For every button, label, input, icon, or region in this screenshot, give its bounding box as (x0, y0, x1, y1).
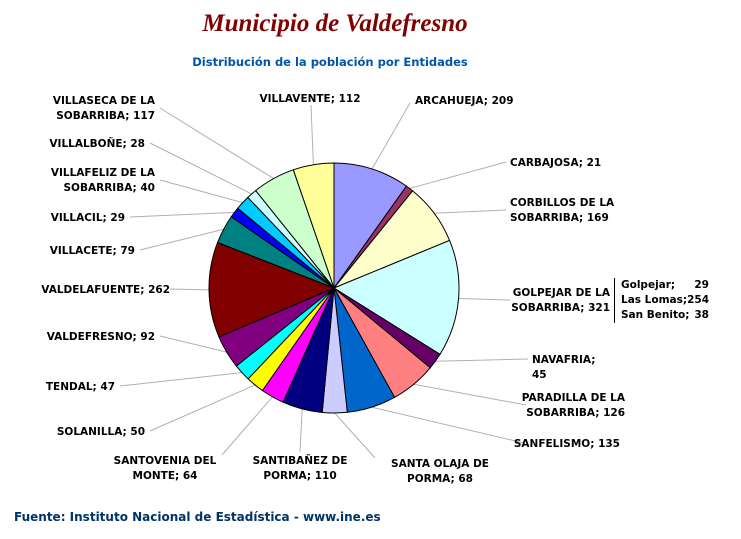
leader-line (458, 298, 511, 301)
data-label: VALDEFRESNO; 92 (46, 331, 155, 343)
data-label: SANTIBAÑEZ DE PORMA; 110 (252, 455, 348, 482)
breakdown-row: Las Lomas; 254 (621, 293, 709, 308)
breakdown-value: 29 (694, 279, 709, 291)
leader-line (159, 335, 227, 353)
breakdown-value: 38 (694, 309, 709, 321)
leader-line (413, 383, 527, 406)
leader-line (409, 161, 507, 189)
leader-line (139, 228, 224, 251)
data-label: VILLASECA DE LA SOBARRIBA; 117 (52, 95, 155, 122)
breakdown-row: Golpejar; 29 (621, 278, 709, 293)
leader-line (169, 288, 210, 291)
breakdown-name: San Benito; (621, 309, 690, 321)
leader-line (334, 412, 376, 459)
leader-line (159, 179, 243, 204)
data-label: CARBAJOSA; 21 (510, 157, 602, 169)
breakdown-name: Golpejar; (621, 279, 676, 291)
data-label: GOLPEJAR DE LA SOBARRIBA; 321 (511, 287, 610, 314)
data-label: VILLACIL; 29 (50, 212, 125, 224)
pie-slice-valdelafuente (208, 241, 336, 338)
data-label: VILLAFELIZ DE LA SOBARRIBA; 40 (50, 167, 155, 194)
data-label: SANTA OLAJA DE PORMA; 68 (391, 458, 489, 485)
golpejar-breakdown: Golpejar; 29 Las Lomas; 254 San Benito; 38 (614, 278, 709, 323)
chart-title: Municipio de Valdefresno (202, 10, 468, 37)
data-label: NAVAFRIA; 45 (532, 354, 596, 381)
data-label: VALDELAFUENTE; 262 (41, 284, 170, 296)
leader-line (119, 372, 243, 387)
pie-slice-arcahueja (333, 162, 408, 290)
data-label: CORBILLOS DE LA SOBARRIBA; 169 (510, 197, 615, 224)
leader-line (159, 107, 274, 179)
breakdown-row: San Benito; 38 (621, 308, 709, 323)
breakdown-name: Las Lomas; (621, 294, 688, 306)
leader-line (149, 142, 252, 195)
leader-line (299, 408, 303, 453)
breakdown-value: 254 (687, 294, 709, 306)
leader-line (149, 384, 256, 432)
leader-line (221, 396, 273, 456)
chart-subtitle: Distribución de la población por Entidad… (192, 55, 468, 69)
leader-line (371, 102, 411, 170)
data-label: SANFELISMO; 135 (513, 438, 620, 450)
data-label: TENDAL; 47 (45, 381, 115, 393)
data-label: PARADILLA DE LA SOBARRIBA; 126 (521, 392, 625, 419)
data-label: ARCAHUEJA; 209 (415, 95, 514, 107)
data-label: VILLAVENTE; 112 (259, 93, 361, 105)
leader-line (310, 104, 314, 165)
data-label: VILLACETE; 79 (49, 245, 135, 257)
source-note: Fuente: Instituto Nacional de Estadístic… (14, 510, 381, 524)
pie-slice-golpejar-de-la-sobarriba (332, 239, 460, 355)
data-label: SOLANILLA; 50 (56, 426, 145, 438)
leader-line (371, 406, 525, 444)
leader-line (435, 358, 529, 362)
leader-line (434, 209, 507, 214)
leader-line (129, 211, 235, 218)
data-label: VILLALBOÑE; 28 (49, 138, 145, 150)
data-label: SANTOVENIA DEL MONTE; 64 (113, 455, 217, 482)
pie-slice-villavente (292, 162, 335, 289)
